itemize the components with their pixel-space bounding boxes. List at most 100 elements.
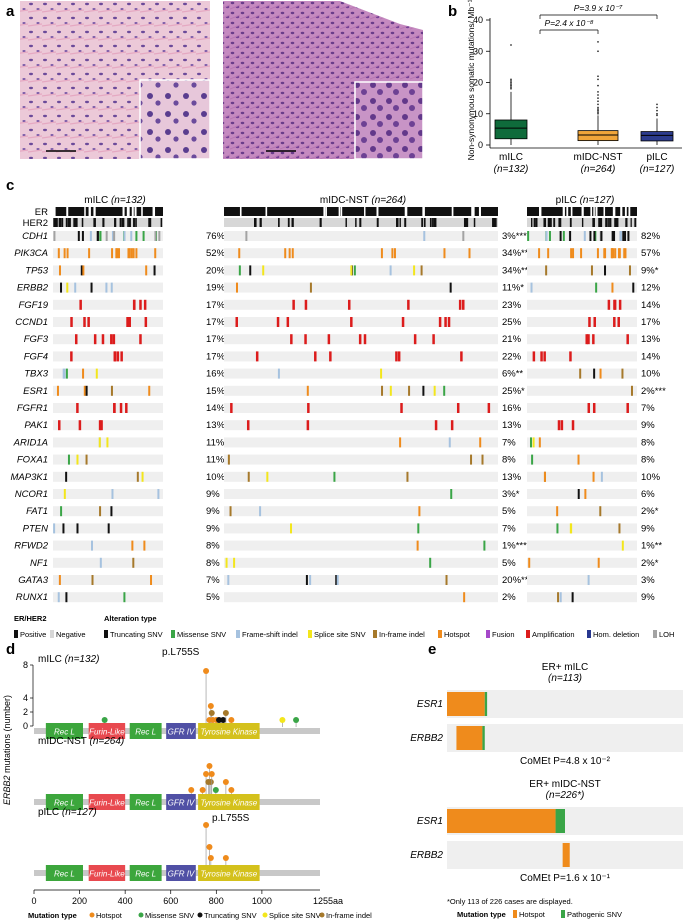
panel-c-oncoprint: mILC (n=132) mIDC-NST (n=264) pILC (n=127)… [11, 195, 675, 639]
c-alteration-amp [112, 334, 116, 345]
c-alteration-splice [233, 557, 236, 568]
c-alteration-missense [142, 231, 145, 241]
c-legend-item: Amplification [532, 630, 575, 639]
c-alteration-amp [347, 299, 351, 310]
c-her2-positive-mark [319, 218, 322, 227]
d-domain-label: Tyrosine Kinase [200, 799, 257, 808]
c-alteration-hotspot [592, 471, 595, 482]
e-comet-pvalue: CoMEt P=1.6 x 10⁻¹ [520, 873, 611, 884]
c-group-n: (n=132) [111, 195, 146, 206]
c-gene-label: TBX3 [24, 369, 48, 380]
d-lollipop-missense [101, 717, 108, 723]
c-row-background [224, 403, 498, 413]
c-alteration-hotspot [597, 557, 600, 568]
c-alteration-frameshift [157, 489, 160, 499]
c-alteration-hotspot [83, 385, 86, 396]
c-alteration-missense [548, 231, 551, 241]
c-alteration-amp [557, 420, 561, 431]
b-outlier-point [510, 81, 512, 84]
c-alteration-amp [607, 299, 611, 310]
c-her2-positive-mark [102, 218, 105, 227]
he-inset-milc [139, 79, 211, 160]
c-alteration-amp [93, 334, 97, 345]
c-alteration-frameshift [89, 231, 92, 241]
c-percent: 11% [206, 455, 225, 466]
c-her2-positive-mark [61, 218, 63, 227]
d-track-title: mILC (n=132) [38, 654, 99, 665]
c-percent: 11%* [502, 283, 524, 294]
c-alteration-trunc [624, 231, 627, 241]
b-xlabel: pILC [646, 152, 667, 163]
c-alteration-splice [225, 557, 228, 568]
c-alteration-inframe [445, 575, 448, 585]
c-alteration-trunc [600, 231, 603, 241]
d-xtick-label: 600 [163, 896, 178, 906]
d-domain-label: Furin-Like [89, 728, 125, 737]
c-er-negative-mark [93, 207, 96, 216]
b-outlier-point [656, 103, 658, 106]
c-alteration-trunc [422, 385, 425, 396]
c-alteration-amp [617, 317, 620, 327]
c-her2-positive-mark [67, 218, 71, 227]
c-her2-positive-mark [376, 218, 379, 227]
c-alteration-trunc [613, 231, 616, 241]
d-domain [129, 723, 162, 739]
c-alteration-missense [595, 282, 598, 293]
e-legend-hotspot: Hotspot [519, 910, 546, 919]
c-alteration-amp [358, 334, 362, 345]
b-outlier-point [597, 103, 599, 106]
c-legend-item: Fusion [492, 630, 515, 639]
c-percent: 17% [206, 317, 226, 328]
c-alteration-frameshift [110, 282, 113, 293]
b-ytick-label: 10 [473, 109, 483, 119]
c-legend-positive: Positive [20, 630, 46, 639]
c-row-background [53, 489, 163, 499]
c-gene-label: GATA3 [18, 575, 48, 586]
c-row-background [224, 437, 498, 448]
c-percent: 5% [502, 558, 516, 569]
c-percent: 20% [206, 265, 226, 276]
c-er-negative-mark [595, 207, 598, 216]
d-domain [88, 794, 126, 810]
panel-label-b: b [448, 3, 457, 20]
c-percent: 52% [206, 248, 226, 259]
c-er-negative-mark [472, 207, 475, 216]
c-er-negative-mark [620, 207, 623, 216]
c-her2-positive-mark [75, 218, 78, 227]
c-alteration-hotspot [572, 248, 575, 259]
c-percent: 3% [641, 575, 655, 586]
panel-label-e: e [428, 641, 436, 658]
c-percent: 17% [641, 317, 661, 328]
d-domain-label: Tyrosine Kinase [200, 728, 257, 737]
c-group-header: mIDC-NST (n=264) [320, 195, 406, 206]
c-alteration-hotspot [148, 385, 151, 396]
d-domain-label: Rec L [135, 728, 156, 737]
c-alteration-hotspot [88, 248, 91, 259]
c-alteration-splice [621, 540, 624, 551]
c-legend-swatch [526, 630, 530, 638]
c-her2-positive-mark [625, 218, 628, 227]
c-percent: 13% [502, 420, 522, 431]
c-alteration-amp [74, 334, 78, 345]
c-gene-label: FGFR1 [17, 403, 48, 414]
c-row-background [224, 557, 498, 568]
c-alteration-trunc [249, 265, 252, 276]
c-percent: 9%* [641, 265, 659, 276]
c-group-headers: mILC (n=132) mIDC-NST (n=264) pILC (n=127) [84, 195, 614, 206]
c-alteration-missense [531, 454, 534, 465]
d-domain-label: GFR IV [168, 870, 195, 879]
c-alteration-missense [443, 385, 446, 396]
c-alteration-frameshift [423, 231, 426, 241]
c-row-background [53, 454, 163, 465]
c-percent: 15% [206, 386, 226, 397]
c-alteration-amp [144, 317, 148, 327]
c-alteration-inframe [481, 454, 484, 465]
c-alteration-hotspot [145, 265, 148, 276]
c-alteration-hotspot [599, 368, 602, 379]
c-alteration-inframe [599, 506, 602, 517]
c-alteration-hotspot [132, 248, 135, 259]
c-alteration-inframe [309, 282, 312, 293]
c-alteration-trunc [65, 592, 68, 603]
c-alteration-amp [290, 334, 293, 345]
c-percent: 9% [641, 420, 655, 431]
